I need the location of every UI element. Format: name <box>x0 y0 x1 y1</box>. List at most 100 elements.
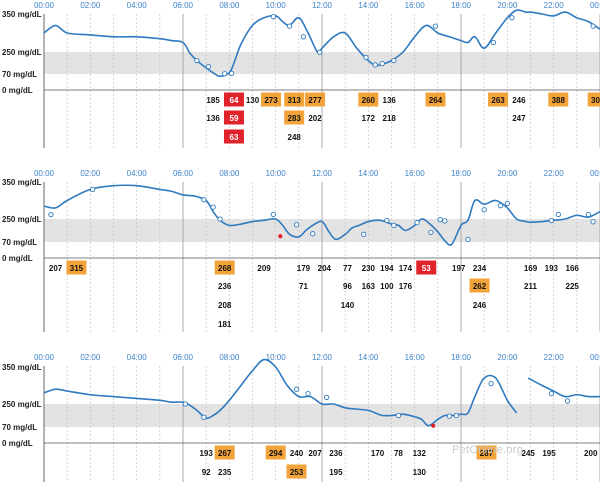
measured-point <box>379 60 385 67</box>
reading-value: 253 <box>290 468 304 477</box>
measured-point <box>481 207 487 213</box>
reading-value: 78 <box>394 449 403 458</box>
measured-point <box>548 217 554 224</box>
reading-value: 174 <box>399 264 413 273</box>
measured-point <box>305 390 311 397</box>
high-reading-box <box>548 92 569 107</box>
measured-point <box>465 236 471 243</box>
measured-point <box>222 71 228 77</box>
reading-value: 195 <box>542 449 556 458</box>
low-reading-box <box>223 129 244 144</box>
reading-value: 235 <box>218 468 232 477</box>
measured-point <box>293 386 300 392</box>
y-tick-label: 250 mg/dL <box>2 48 42 57</box>
measured-point <box>414 219 420 226</box>
hour-tick-label: 10:00 <box>266 169 287 178</box>
reading-value: 53 <box>422 264 431 273</box>
high-reading-box <box>305 92 326 107</box>
reading-value: 248 <box>288 133 302 142</box>
chart-svg-2: 00:00 02:00 04:00 06:00 08:00 10:00 12:00 14:00… <box>2 169 600 332</box>
reading-value: 136 <box>206 114 220 123</box>
reading-value: 313 <box>288 96 302 105</box>
measured-point <box>395 412 402 419</box>
measured-point <box>446 413 453 419</box>
reading-value: 273 <box>264 96 278 105</box>
reading-value: 230 <box>362 264 376 273</box>
hour-tick-label: 06:00 <box>173 353 194 362</box>
hour-tick-label: 00:00 <box>590 169 600 178</box>
measured-point <box>194 57 200 64</box>
measured-point <box>90 186 96 193</box>
measured-point <box>323 394 330 400</box>
y-tick-label: 70 mg/dL <box>2 423 37 432</box>
measured-point <box>391 222 397 229</box>
watermark-text: PetOnline.org <box>452 444 524 456</box>
reading-value: 166 <box>566 264 580 273</box>
hour-tick-label: 22:00 <box>544 169 565 178</box>
chart-svg-1: 00:00 02:00 04:00 06:00 08:00 10:00 12:00 14:00… <box>2 1 600 148</box>
measured-point <box>182 401 188 407</box>
reading-value: 193 <box>199 449 213 458</box>
measured-point <box>453 412 460 419</box>
measured-point <box>217 216 223 222</box>
y-tick-label: 350 mg/dL <box>2 363 42 372</box>
hour-tick-label: 14:00 <box>358 353 379 362</box>
hour-tick-label: 06:00 <box>173 169 194 178</box>
high-reading-box <box>488 92 509 107</box>
hour-tick-label: 14:00 <box>358 1 379 10</box>
reading-value: 194 <box>380 264 394 273</box>
hour-tick-label: 12:00 <box>312 169 333 178</box>
reading-value: 132 <box>413 449 427 458</box>
hour-tick-label: 02:00 <box>80 353 101 362</box>
reading-value: 176 <box>399 282 413 291</box>
y-tick-label: 70 mg/dL <box>2 238 37 247</box>
hour-tick-label: 20:00 <box>497 1 518 10</box>
measured-point <box>201 197 207 203</box>
hour-tick-label: 00:00 <box>590 1 600 10</box>
hour-tick-label: 00:00 <box>34 1 55 10</box>
high-reading-box <box>214 445 235 460</box>
reading-value: 169 <box>524 264 538 273</box>
reading-value: 236 <box>329 449 343 458</box>
hour-tick-label: 02:00 <box>80 1 101 10</box>
reading-value: 204 <box>318 264 332 273</box>
y-tick-label: 0 mg/dL <box>2 254 33 263</box>
reading-value: 388 <box>552 96 566 105</box>
measured-point <box>384 217 390 224</box>
hour-tick-label: 00:00 <box>590 353 600 362</box>
measured-point <box>391 57 397 64</box>
glucose-chart-day-2: 00:00 02:00 04:00 06:00 08:00 10:00 12:00 14:00… <box>0 168 600 332</box>
reading-value: 140 <box>341 301 355 310</box>
reading-value: 277 <box>308 96 322 105</box>
reading-value: 77 <box>343 264 352 273</box>
hour-tick-label: 20:00 <box>497 353 518 362</box>
measured-point <box>432 23 439 29</box>
reading-value: 268 <box>218 264 232 273</box>
hour-tick-label: 06:00 <box>173 1 194 10</box>
measured-point <box>210 204 216 210</box>
reading-value: 92 <box>202 468 211 477</box>
measured-point <box>270 14 276 20</box>
hour-tick-label: 08:00 <box>219 1 240 10</box>
high-reading-box <box>476 445 497 460</box>
measured-point <box>293 222 300 228</box>
chart-svg-3: 00:00 02:00 04:00 06:00 08:00 10:00 12:00 14:00… <box>2 353 600 482</box>
measured-point <box>48 211 54 218</box>
reading-value: 264 <box>429 96 443 105</box>
hour-tick-label: 10:00 <box>266 1 287 10</box>
low-marker-point <box>431 423 436 428</box>
reading-value: 260 <box>362 96 376 105</box>
reading-value: 263 <box>491 96 505 105</box>
reading-value: 267 <box>218 449 232 458</box>
y-tick-label: 350 mg/dL <box>2 178 42 187</box>
glucose-curve <box>43 9 600 78</box>
hour-tick-label: 02:00 <box>80 169 101 178</box>
reading-value: 209 <box>257 264 271 273</box>
glucose-chart-day-1: 00:00 02:00 04:00 06:00 08:00 10:00 12:00 14:00… <box>0 0 600 148</box>
reading-value: 71 <box>299 282 308 291</box>
measured-point <box>310 231 316 237</box>
reading-value: 236 <box>218 282 232 291</box>
measured-point <box>497 203 504 209</box>
measured-point <box>270 211 276 218</box>
reading-value: 208 <box>218 301 232 310</box>
